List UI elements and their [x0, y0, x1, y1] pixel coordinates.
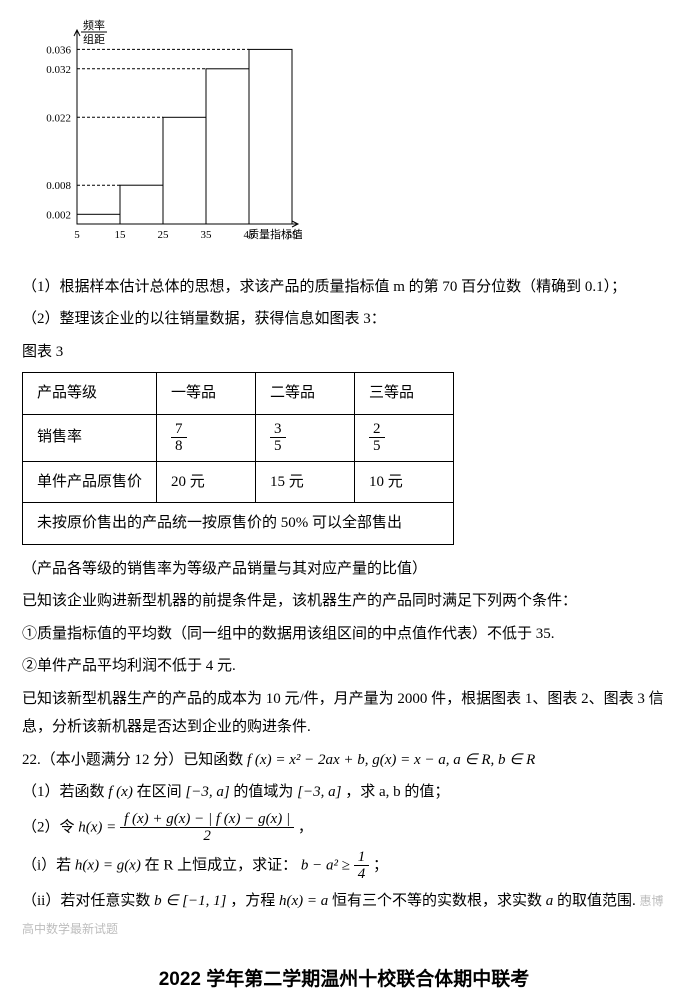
col-head-0: 产品等级	[23, 373, 157, 415]
svg-text:质量指标值 m: 质量指标值 m	[248, 227, 302, 241]
q22-i-frac: 1 4	[354, 849, 370, 883]
merged-note: 未按原价售出的产品统一按原售价的 50% 可以全部售出	[23, 503, 454, 545]
svg-text:0.022: 0.022	[46, 112, 71, 124]
q22-head: 22.（本小题满分 12 分）已知函数 f (x) = x² − 2ax + b…	[22, 746, 666, 775]
cond-1: ①质量指标值的平均数（同一组中的数据用该组区间的中点值作代表）不低于 35.	[22, 620, 666, 649]
svg-text:0.002: 0.002	[46, 209, 71, 221]
q22-2: （2）令 h(x) = f (x) + g(x) − | f (x) − g(x…	[22, 811, 666, 845]
cond-2: ②单件产品平均利润不低于 4 元.	[22, 652, 666, 681]
svg-text:5: 5	[74, 229, 80, 241]
row-label: 单件产品原售价	[23, 461, 157, 503]
cond-intro: 已知该企业购进新型机器的前提条件是，该机器生产的产品同时满足下列两个条件：	[22, 587, 666, 616]
svg-text:0.008: 0.008	[46, 180, 71, 192]
svg-text:组距: 组距	[83, 32, 105, 46]
col-head-2: 二等品	[256, 373, 355, 415]
svg-text:频率: 频率	[83, 18, 105, 32]
svg-text:0.032: 0.032	[46, 64, 71, 76]
table-row: 产品等级 一等品 二等品 三等品	[23, 373, 454, 415]
table-row: 销售率 78 35 25	[23, 414, 454, 461]
cond-tail: 已知该新型机器生产的产品的成本为 10 元/件，月产量为 2000 件，根据图表…	[22, 685, 666, 742]
q22-i: （i）若 h(x) = g(x) 在 R 上恒成立，求证： b − a² ≥ 1…	[22, 849, 666, 883]
q22-ii: （ii）若对任意实数 b ∈ [−1, 1] ，方程 h(x) = a 恒有三个…	[22, 887, 666, 944]
col-head-3: 三等品	[355, 373, 454, 415]
frac: 35	[270, 421, 286, 455]
frac: 78	[171, 421, 187, 455]
hx-lhs: h(x) =	[78, 819, 120, 835]
row-label: 销售率	[23, 414, 157, 461]
table-caption: 图表 3	[22, 338, 666, 367]
svg-text:0.036: 0.036	[46, 44, 71, 56]
svg-text:35: 35	[201, 229, 213, 241]
histogram: 0.0020.0080.0220.0320.03651525354555频率组距…	[22, 18, 666, 259]
hx-frac: f (x) + g(x) − | f (x) − g(x) | 2	[120, 811, 294, 845]
svg-text:25: 25	[158, 229, 170, 241]
footer-title: 2022 学年第二学期温州十校联合体期中联考	[22, 962, 666, 998]
frac: 25	[369, 421, 385, 455]
q22-head-text: 22.（本小题满分 12 分）已知函数	[22, 752, 247, 768]
col-head-1: 一等品	[157, 373, 256, 415]
sales-table: 产品等级 一等品 二等品 三等品 销售率 78 35 25 单件产品原售价 20…	[22, 372, 454, 545]
svg-text:15: 15	[115, 229, 127, 241]
table-row: 未按原价售出的产品统一按原售价的 50% 可以全部售出	[23, 503, 454, 545]
q2-intro: （2）整理该企业的以往销量数据，获得信息如图表 3：	[22, 305, 666, 334]
table-note: （产品各等级的销售率为等级产品销量与其对应产量的比值）	[22, 555, 666, 584]
table-row: 单件产品原售价 20 元 15 元 10 元	[23, 461, 454, 503]
q1: （1）根据样本估计总体的思想，求该产品的质量指标值 m 的第 70 百分位数（精…	[22, 273, 666, 302]
q22-func: f (x) = x² − 2ax + b, g(x) = x − a, a ∈ …	[247, 752, 535, 768]
histogram-svg: 0.0020.0080.0220.0320.03651525354555频率组距…	[22, 18, 302, 248]
q22-1: （1）若函数 f (x) 在区间 [−3, a] 的值域为 [−3, a] ，求…	[22, 778, 666, 807]
